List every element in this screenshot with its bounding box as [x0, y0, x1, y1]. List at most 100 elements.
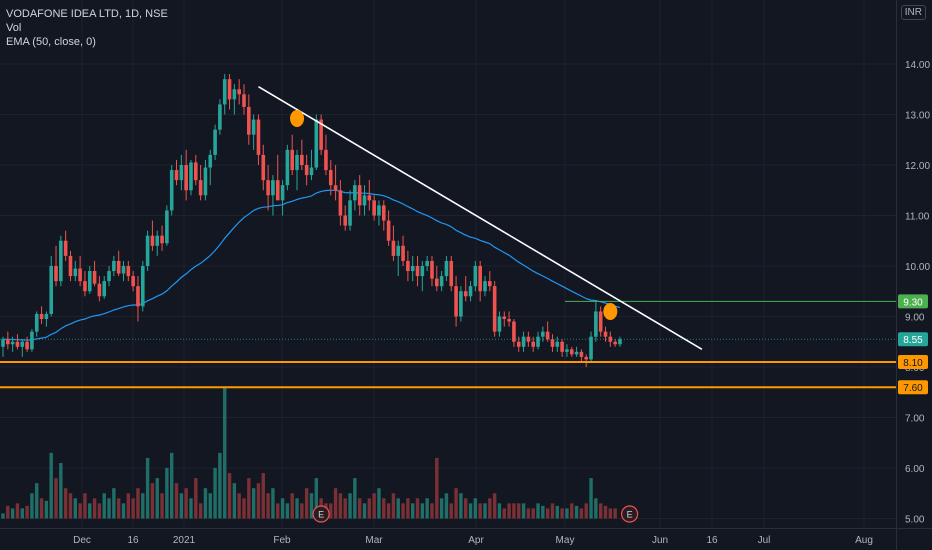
candle-body: [478, 266, 482, 292]
x-tick-label: Feb: [273, 535, 291, 546]
volume-bar: [526, 508, 531, 519]
support-upper-badge: [898, 354, 928, 369]
time-axis[interactable]: Dec 16 2021 Feb Mar Apr May Jun 16 Jul Aug: [73, 535, 873, 546]
x-tick-label: Jul: [758, 535, 771, 546]
candle-body: [198, 180, 203, 196]
volume-bar: [574, 505, 579, 519]
candle-body: [59, 240, 63, 282]
candle-body: [328, 170, 333, 186]
y-tick-label: 6.00: [905, 464, 925, 475]
volume-bar: [565, 508, 569, 519]
touch-point-marker: [290, 110, 305, 128]
volume-bar: [112, 488, 116, 519]
volume-bar: [396, 498, 400, 519]
volume-bar: [232, 483, 237, 519]
volume-bar: [141, 493, 145, 519]
candle-body: [169, 170, 174, 211]
candle-body: [6, 339, 10, 345]
volume-bar: [454, 488, 458, 519]
x-tick-label: 16: [127, 535, 139, 546]
volume-bar: [449, 503, 453, 519]
volume-bar: [107, 498, 111, 519]
candle-body: [275, 180, 280, 201]
candle-body: [589, 336, 593, 360]
candle-body: [584, 356, 589, 360]
earnings-marker-label: E: [627, 510, 633, 520]
volume-bar: [102, 493, 106, 519]
volume-bar: [261, 473, 265, 519]
candle-body: [603, 331, 608, 337]
candle-body: [574, 351, 579, 355]
currency-badge[interactable]: INR: [900, 5, 926, 20]
volume-bar: [54, 478, 58, 519]
y-tick-label: 5.00: [905, 515, 925, 526]
volume-bar: [266, 493, 270, 519]
candle-body: [266, 180, 270, 196]
volume-bar: [15, 503, 20, 519]
candle-body: [97, 283, 102, 297]
candle-body: [155, 235, 160, 246]
volume-bar: [531, 508, 535, 519]
volume-bar: [401, 503, 405, 519]
volume-bar: [290, 493, 294, 519]
volume-bar: [507, 503, 511, 519]
volume-bar: [136, 488, 140, 519]
candle-body: [353, 185, 357, 201]
candle-body: [131, 276, 135, 287]
volume-bar: [502, 508, 506, 519]
candle-body: [92, 271, 97, 284]
touch-point-marker: [603, 302, 618, 320]
volume-bar: [468, 503, 473, 519]
candle-body: [194, 162, 198, 181]
candle-body: [396, 245, 401, 256]
volume-bar: [20, 508, 24, 519]
trendline: [258, 86, 703, 351]
volume-bar: [497, 503, 502, 519]
candle-body: [565, 349, 569, 352]
candle-body: [49, 266, 53, 314]
resistance-label: 9.30: [903, 297, 923, 308]
candle-body: [516, 341, 521, 347]
volume-bar: [116, 498, 121, 519]
candle-body: [232, 89, 237, 100]
candle-body: [377, 205, 381, 216]
volume-bar: [131, 498, 135, 519]
x-tick-label: Apr: [468, 535, 484, 546]
candle-body: [497, 316, 502, 332]
volume-bar: [333, 488, 338, 519]
volume-bar: [406, 498, 410, 519]
candle-body: [367, 195, 372, 201]
candle-body: [145, 235, 150, 266]
last-price-badge: [898, 332, 928, 347]
candle-body: [184, 165, 188, 191]
volume-bar: [512, 503, 516, 519]
volume-bar: [357, 498, 362, 519]
candle-body: [39, 313, 44, 320]
volume-bar: [44, 500, 49, 519]
candle-body: [569, 349, 574, 355]
volume-bar: [541, 505, 545, 519]
candle-body: [136, 286, 140, 307]
candle-body: [1, 339, 5, 347]
volume-bar: [348, 493, 352, 519]
volume-bar: [83, 493, 87, 519]
volume-bar: [478, 503, 482, 519]
price-axis[interactable]: 14.0013.0012.0011.0010.009.008.007.006.0…: [898, 60, 930, 526]
volume-bar: [198, 503, 203, 519]
symbol-title: VODAFONE IDEA LTD, 1D, NSE: [6, 8, 168, 20]
candle-body: [30, 331, 34, 350]
volume-bar: [160, 493, 164, 519]
volume-bar: [165, 468, 169, 519]
candle-body: [314, 119, 319, 168]
ema-indicator-label: EMA (50, close, 0): [6, 36, 96, 48]
y-tick-label: 10.00: [905, 262, 930, 273]
candle-body: [338, 190, 343, 216]
candle-body: [618, 339, 622, 345]
volume-bar: [415, 498, 420, 519]
candle-body: [406, 260, 410, 272]
volume-bar: [382, 498, 386, 519]
